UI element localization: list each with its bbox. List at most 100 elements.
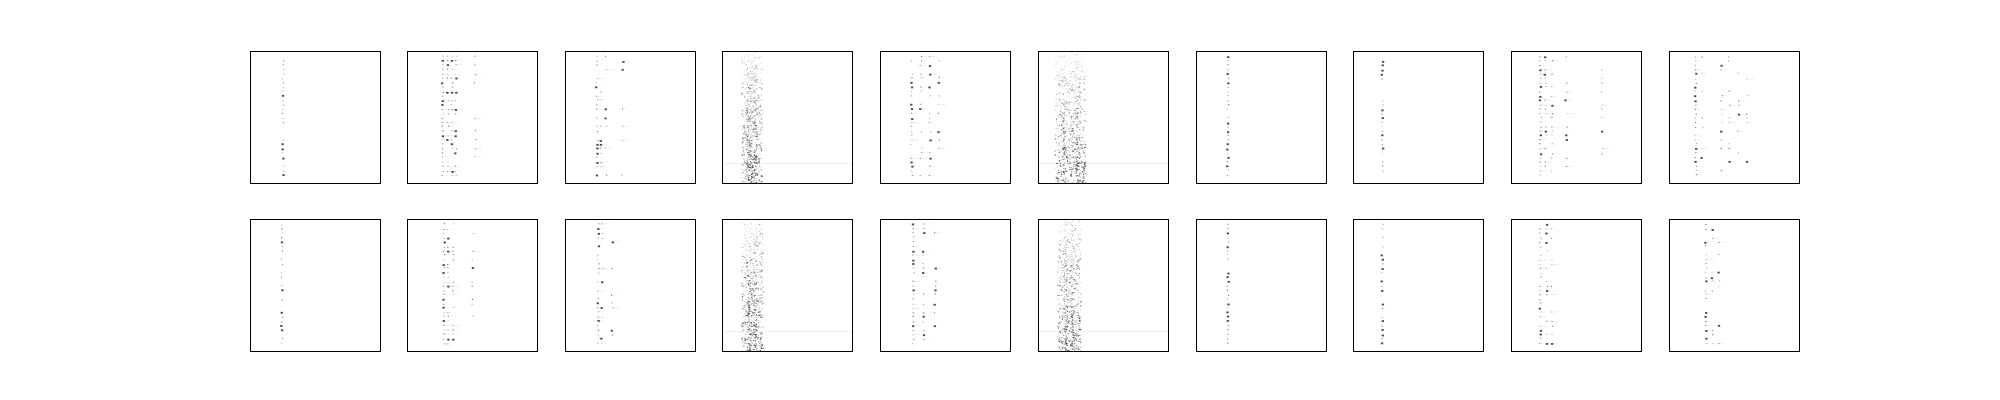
heatmap-cell (447, 250, 450, 253)
heatmap-cell (1382, 236, 1384, 238)
heatmap-cell (1067, 165, 1069, 167)
heatmap-cell (1064, 325, 1066, 327)
heatmap-cell (759, 298, 761, 300)
heatmap-cell (1075, 86, 1077, 88)
heatmap-cell (749, 263, 752, 265)
heatmap-cell (749, 250, 751, 251)
heatmap-cell (1539, 113, 1541, 115)
heatmap-cell (605, 125, 607, 127)
heatmap-cell (283, 165, 285, 167)
heatmap-cell (744, 130, 746, 132)
heatmap-cell (747, 340, 749, 342)
heatmap-cell (1076, 107, 1077, 109)
heatmap-cell (747, 165, 749, 167)
heatmap-cell (1381, 328, 1384, 331)
heatmap-cell (756, 311, 758, 313)
heatmap-cell (1068, 306, 1070, 307)
heatmap-cell (1550, 237, 1553, 239)
heatmap-cell (1068, 140, 1070, 142)
heatmap-cell (751, 141, 753, 143)
heatmap-cell (922, 303, 925, 305)
heatmap-cell (1062, 252, 1065, 254)
heatmap-cell (745, 153, 747, 155)
heatmap-cell (754, 324, 756, 326)
heatmap-streak (1039, 163, 1168, 164)
heatmap-cell (1066, 323, 1069, 325)
heatmap-cell (1071, 307, 1073, 309)
heatmap-cell (1071, 340, 1074, 343)
heatmap-cell (752, 117, 754, 119)
heatmap-cell (746, 54, 749, 56)
heatmap-cell (760, 346, 762, 347)
heatmap-cell (754, 121, 756, 123)
heatmap-cell (755, 298, 757, 300)
heatmap-cell (750, 110, 753, 113)
heatmap-cell (1064, 262, 1066, 264)
heatmap-cell (741, 154, 743, 155)
heatmap-cell (442, 77, 444, 79)
heatmap-cell (756, 79, 758, 81)
heatmap-cell (742, 324, 744, 325)
heatmap-cell (1069, 278, 1071, 280)
heatmap-cell (753, 56, 755, 58)
heatmap-cell (748, 318, 750, 320)
heatmap-cell (747, 312, 749, 314)
heatmap-cell (742, 172, 743, 174)
heatmap-cell (597, 254, 599, 256)
heatmap-cell (743, 292, 745, 293)
heatmap-cell (747, 337, 749, 339)
heatmap-cell (452, 338, 455, 341)
heatmap-cell (746, 118, 748, 120)
heatmap-cell (1061, 76, 1063, 78)
heatmap-cell (1381, 325, 1383, 327)
heatmap-cell (1539, 329, 1543, 332)
heatmap-cell (1226, 73, 1229, 75)
heatmap-cell (1078, 243, 1080, 244)
heatmap-cell (1079, 181, 1081, 182)
heatmap-cell (1711, 237, 1714, 239)
heatmap-cell (1068, 270, 1070, 271)
heatmap-cell (1063, 298, 1065, 300)
heatmap-cell (759, 162, 761, 164)
heatmap-cell (750, 114, 752, 116)
heatmap-cell (1060, 134, 1063, 136)
heatmap-cell (1073, 292, 1076, 294)
heatmap-cell (1065, 252, 1067, 255)
heatmap-cell (757, 264, 758, 266)
heatmap-cell (1066, 307, 1069, 309)
heatmap-image (1226, 56, 1230, 177)
heatmap-cell (1076, 268, 1078, 270)
heatmap-cell (1070, 63, 1072, 65)
heatmap-trail (457, 92, 461, 93)
heatmap-cell (755, 148, 758, 151)
heatmap-cell (753, 158, 755, 160)
heatmap-cell (1061, 289, 1062, 291)
heatmap-cell (753, 122, 755, 125)
heatmap-cell (755, 226, 757, 228)
heatmap-cell (1539, 143, 1541, 145)
heatmap-cell (1063, 282, 1066, 283)
heatmap-cell (754, 82, 756, 84)
heatmap-cell (442, 130, 444, 132)
heatmap-cell (1073, 258, 1075, 259)
heatmap-cell (1058, 111, 1061, 113)
heatmap-cell (1061, 229, 1064, 231)
heatmap-cell (1075, 334, 1077, 336)
heatmap-cell (1055, 176, 1058, 178)
heatmap-cell (745, 106, 747, 108)
heatmap-cell (1061, 269, 1064, 272)
heatmap-cell (749, 100, 752, 102)
heatmap-cell (622, 125, 624, 127)
heatmap-cell (1539, 242, 1541, 244)
heatmap-cell (1062, 317, 1064, 318)
heatmap-cell (1381, 130, 1384, 133)
heatmap-cell (1539, 121, 1541, 123)
heatmap-cell (442, 298, 445, 301)
heatmap-cell (1381, 303, 1385, 306)
heatmap-cell (1062, 120, 1065, 122)
heatmap-cell (1073, 330, 1075, 331)
heatmap-cell (1551, 153, 1554, 155)
heatmap-cell (752, 160, 754, 162)
heatmap-cell (747, 86, 750, 88)
